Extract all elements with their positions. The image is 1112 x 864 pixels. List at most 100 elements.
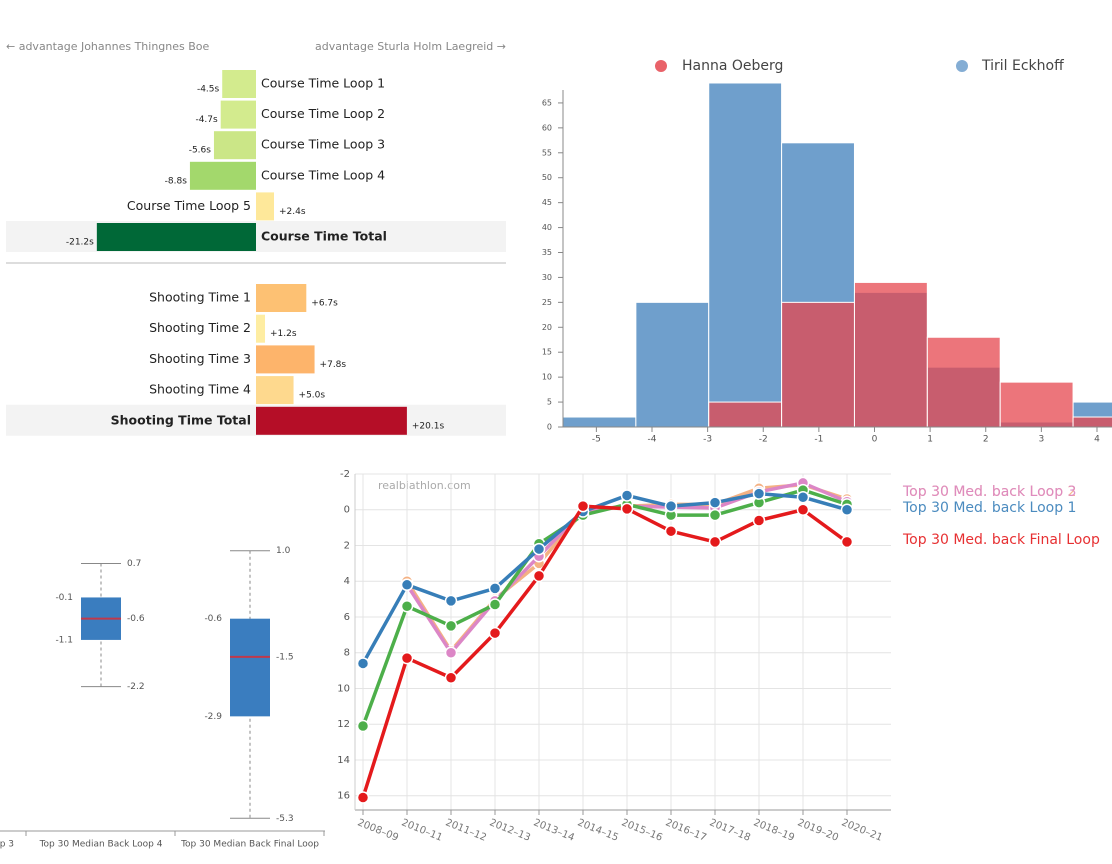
point [444, 646, 458, 659]
value-label: -8.8s [165, 176, 188, 186]
point [664, 524, 678, 538]
point [708, 496, 722, 509]
point [488, 598, 502, 611]
x-tick-label: 2020–21 [840, 817, 884, 843]
histogram-bar [926, 336, 1001, 428]
x-tick-label: 3 [1038, 435, 1044, 445]
y-tick-label: 60 [542, 123, 552, 132]
point [532, 542, 546, 556]
y-tick-label: 25 [542, 298, 552, 307]
point [532, 569, 546, 583]
x-tick-label: -3 [703, 435, 712, 445]
x-tick-label: 2014–15 [576, 817, 620, 843]
point [708, 508, 722, 522]
point [400, 600, 414, 613]
value-label: -5.6s [189, 146, 212, 156]
category-label: Shooting Time 1 [149, 290, 251, 305]
bar [256, 406, 407, 435]
x-tick-label: 2010–11 [400, 817, 444, 843]
median-label: -0.6 [127, 614, 145, 624]
y-tick-label: 14 [337, 755, 350, 766]
histogram-bar [708, 82, 783, 428]
series-line [361, 488, 848, 727]
point [620, 489, 634, 502]
series-label: Top 30 Med. back Loop 2 [902, 484, 1076, 500]
value-label: -4.5s [197, 85, 220, 95]
value-label: +1.2s [270, 329, 297, 339]
value-label: +6.7s [311, 299, 338, 309]
point [488, 582, 502, 595]
histogram-bar [1072, 416, 1112, 428]
series-line [361, 491, 848, 665]
category-label: Course Time Loop 3 [261, 137, 385, 152]
y-tick-label: 2 [344, 540, 350, 551]
bar [256, 314, 266, 343]
y-tick-label: 16 [337, 791, 350, 802]
x-tick-label: 2016–17 [664, 817, 708, 843]
histogram-bar [708, 401, 783, 428]
point [752, 487, 766, 500]
y-tick-label: 65 [542, 98, 552, 107]
bar [220, 100, 256, 129]
watermark: realbiathlon.com [378, 479, 471, 492]
point [400, 651, 414, 665]
category-label: Shooting Time Total [111, 412, 251, 427]
x-tick-label: 2013–14 [532, 817, 576, 843]
point [664, 499, 678, 513]
box [230, 618, 270, 717]
point [620, 502, 634, 516]
point [796, 490, 810, 504]
x-tick-label: 2012–13 [488, 817, 532, 843]
category-label: Course Time Total [261, 229, 387, 244]
point [400, 578, 414, 592]
point [444, 594, 458, 608]
histogram-bar [635, 301, 710, 428]
y-tick-label: 4 [344, 576, 350, 587]
category-label: Course Time Loop 2 [261, 106, 385, 121]
x-tick-label: -2 [759, 435, 768, 445]
histogram-bar [999, 381, 1074, 428]
value-label: -21.2s [66, 238, 94, 248]
y-tick-label: 40 [542, 223, 552, 232]
value-label: -4.7s [195, 115, 218, 125]
category-label: Shooting Time 3 [149, 351, 251, 366]
point [356, 791, 370, 804]
bar [256, 192, 275, 221]
x-tick-label: 1 [927, 435, 933, 445]
right-advantage-label: advantage Sturla Holm Laegreid → [315, 40, 506, 53]
category-label: Shooting Time 2 [149, 320, 251, 335]
x-tick-label: 2008–09 [356, 817, 400, 843]
category-label: Shooting Time 4 [149, 382, 251, 397]
y-tick-label: 0 [547, 423, 552, 432]
x-tick-label: -5 [592, 435, 601, 445]
y-tick-label: 20 [542, 323, 552, 332]
x-tick-label: 0 [872, 435, 878, 445]
category-label: Course Time Loop 5 [127, 198, 251, 213]
y-tick-label: 55 [542, 148, 552, 157]
x-tick-label: 2015–16 [620, 817, 664, 843]
value-label: +20.1s [412, 421, 445, 431]
left-advantage-label: ← advantage Johannes Thingnes Boe [6, 40, 210, 53]
bar [256, 345, 315, 374]
y-tick-label: 15 [542, 348, 552, 357]
y-tick-label: 10 [337, 683, 350, 694]
y-tick-label: 45 [542, 198, 552, 207]
bar [96, 223, 256, 251]
bar [256, 284, 307, 312]
q3-label: -0.6 [204, 614, 222, 624]
min-label: -2.2 [127, 682, 145, 692]
bar [189, 161, 256, 190]
y-tick-label: 50 [542, 173, 552, 182]
legend-marker [655, 60, 667, 72]
y-tick-label: 5 [547, 398, 552, 407]
point [356, 719, 370, 733]
y-tick-label: 10 [542, 373, 552, 382]
series-line [361, 504, 849, 799]
x-tick-label: 2011–12 [444, 817, 488, 843]
y-tick-label: -2 [340, 469, 350, 480]
min-label: -5.3 [276, 814, 294, 824]
y-tick-label: 0 [344, 505, 350, 516]
series-label: Top 30 Med. back Loop 3 [902, 484, 1076, 500]
x-tick-label: p 3 [0, 840, 14, 850]
